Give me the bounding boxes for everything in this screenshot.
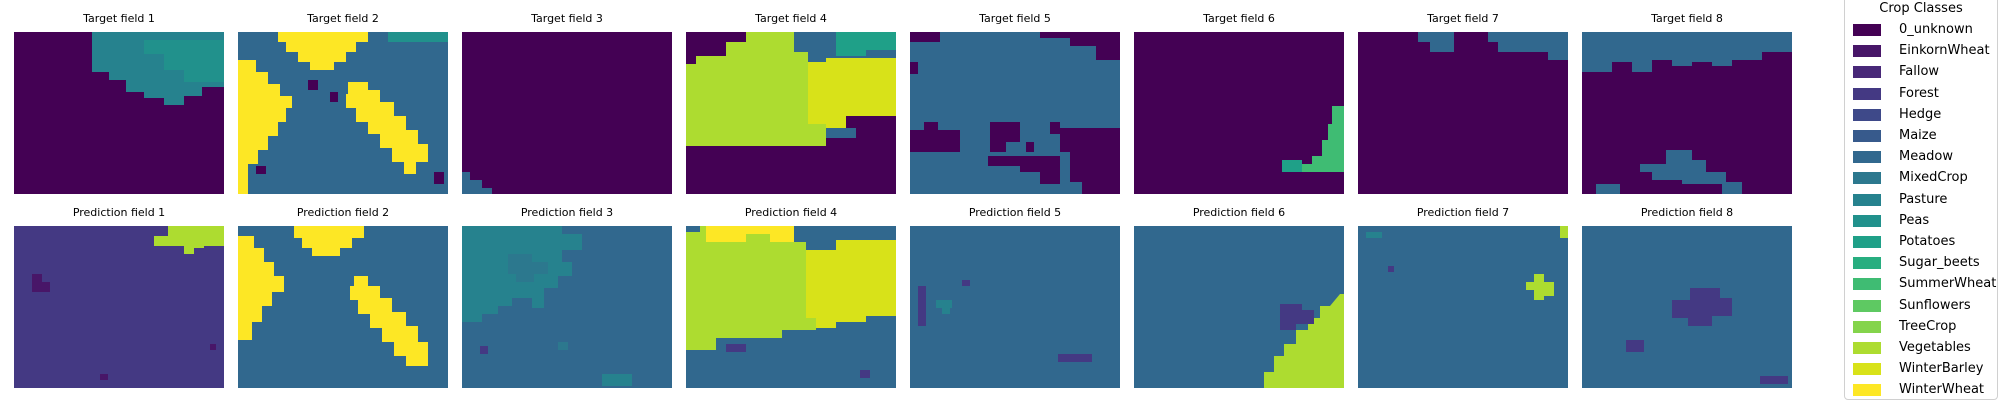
legend-swatch	[1853, 214, 1881, 227]
prediction-title-1: Prediction field 1	[72, 206, 166, 219]
legend-label: Forest	[1899, 85, 1939, 101]
prediction-map-8	[1582, 226, 1792, 388]
prediction-title-7: Prediction field 7	[1416, 206, 1510, 219]
prediction-title-2: Prediction field 2	[296, 206, 390, 219]
prediction-map-6	[1134, 226, 1344, 388]
legend-swatch	[1853, 193, 1881, 206]
legend-label: Fallow	[1899, 64, 1940, 80]
legend-item: EinkornWheat	[1853, 42, 1997, 60]
target-title-3: Target field 3	[531, 12, 603, 25]
legend-item: Sunflowers	[1853, 297, 1997, 315]
legend-item: WinterWheat	[1853, 381, 1997, 399]
target-title-7: Target field 7	[1427, 12, 1499, 25]
legend-label: EinkornWheat	[1899, 43, 1990, 59]
legend-swatch	[1853, 172, 1881, 185]
legend-title: Crop Classes	[1879, 1, 1963, 16]
legend-item: Hedge	[1853, 106, 1997, 124]
target-map-4	[686, 32, 896, 194]
legend-label: WinterWheat	[1899, 382, 1985, 398]
target-map-3	[462, 32, 672, 194]
legend-label: Hedge	[1899, 106, 1942, 122]
legend-swatch	[1853, 236, 1881, 248]
target-map-1	[14, 32, 224, 194]
legend-swatch	[1853, 130, 1881, 142]
legend-swatch	[1853, 257, 1881, 270]
legend-swatch	[1853, 24, 1881, 36]
legend-label: 0_unknown	[1899, 22, 1973, 37]
legend-swatch	[1853, 278, 1881, 291]
prediction-map-4	[686, 226, 896, 388]
legend-swatch	[1853, 363, 1881, 376]
target-map-6	[1134, 32, 1344, 194]
legend-item: Sugar_beets	[1853, 254, 1997, 272]
target-title-1: Target field 1	[83, 12, 155, 25]
target-map-7	[1358, 32, 1568, 194]
legend-item: 0_unknown	[1853, 21, 1997, 39]
legend-label: TreeCrop	[1899, 318, 1957, 334]
legend-swatch	[1853, 151, 1881, 164]
legend-swatch	[1853, 320, 1881, 333]
legend-swatch	[1853, 108, 1881, 121]
prediction-title-4: Prediction field 4	[744, 206, 838, 219]
legend-item: Meadow	[1853, 148, 1997, 166]
legend-label: MixedCrop	[1899, 170, 1968, 186]
legend-swatch	[1853, 342, 1881, 354]
prediction-title-6: Prediction field 6	[1192, 206, 1286, 219]
legend-label: Sunflowers	[1899, 297, 1971, 313]
legend-swatch	[1853, 87, 1881, 100]
legend-item: WinterBarley	[1853, 360, 1997, 378]
prediction-title-5: Prediction field 5	[968, 206, 1062, 219]
legend-label: Vegetables	[1899, 340, 1971, 355]
legend-item: Maize	[1853, 127, 1997, 145]
target-title-6: Target field 6	[1203, 12, 1275, 25]
prediction-map-7	[1358, 226, 1568, 388]
target-title-2: Target field 2	[307, 12, 379, 25]
legend-item: TreeCrop	[1853, 318, 1997, 336]
legend-item: Fallow	[1853, 63, 1997, 81]
prediction-title-3: Prediction field 3	[520, 206, 614, 219]
legend-item: Potatoes	[1853, 233, 1997, 251]
legend-item: Pasture	[1853, 191, 1997, 209]
legend-item: Forest	[1853, 85, 1997, 103]
legend-label: Maize	[1899, 128, 1937, 143]
target-map-2	[238, 32, 448, 194]
target-map-8	[1582, 32, 1792, 194]
prediction-map-2	[238, 226, 448, 388]
prediction-map-1	[14, 226, 224, 388]
prediction-map-3	[462, 226, 672, 388]
legend-label: SummerWheat	[1899, 276, 1997, 292]
legend-item: Vegetables	[1853, 339, 1997, 357]
legend-swatch	[1853, 66, 1881, 79]
legend-item: SummerWheat	[1853, 275, 1997, 293]
prediction-map-5	[910, 226, 1120, 388]
legend-label: Pasture	[1899, 191, 1948, 207]
legend-item: MixedCrop	[1853, 169, 1997, 187]
legend-swatch	[1853, 384, 1881, 397]
legend-label: Peas	[1899, 212, 1930, 228]
legend-label: WinterBarley	[1899, 361, 1984, 377]
legend-item: Peas	[1853, 212, 1997, 230]
legend-label: Sugar_beets	[1899, 255, 1980, 271]
target-title-8: Target field 8	[1651, 12, 1723, 25]
prediction-title-8: Prediction field 8	[1640, 206, 1734, 219]
legend-swatch	[1853, 299, 1881, 312]
legend-label: Meadow	[1899, 149, 1954, 165]
legend: Crop Classes 0_unknown EinkornWheat Fallow…	[1844, 0, 1998, 400]
legend-swatch	[1853, 45, 1881, 58]
target-title-4: Target field 4	[755, 12, 827, 25]
field-panels: Target field 1 Target field 2 Target fie…	[14, 12, 1792, 388]
target-map-5	[910, 32, 1120, 194]
legend-label: Potatoes	[1899, 234, 1956, 249]
target-title-5: Target field 5	[979, 12, 1051, 25]
